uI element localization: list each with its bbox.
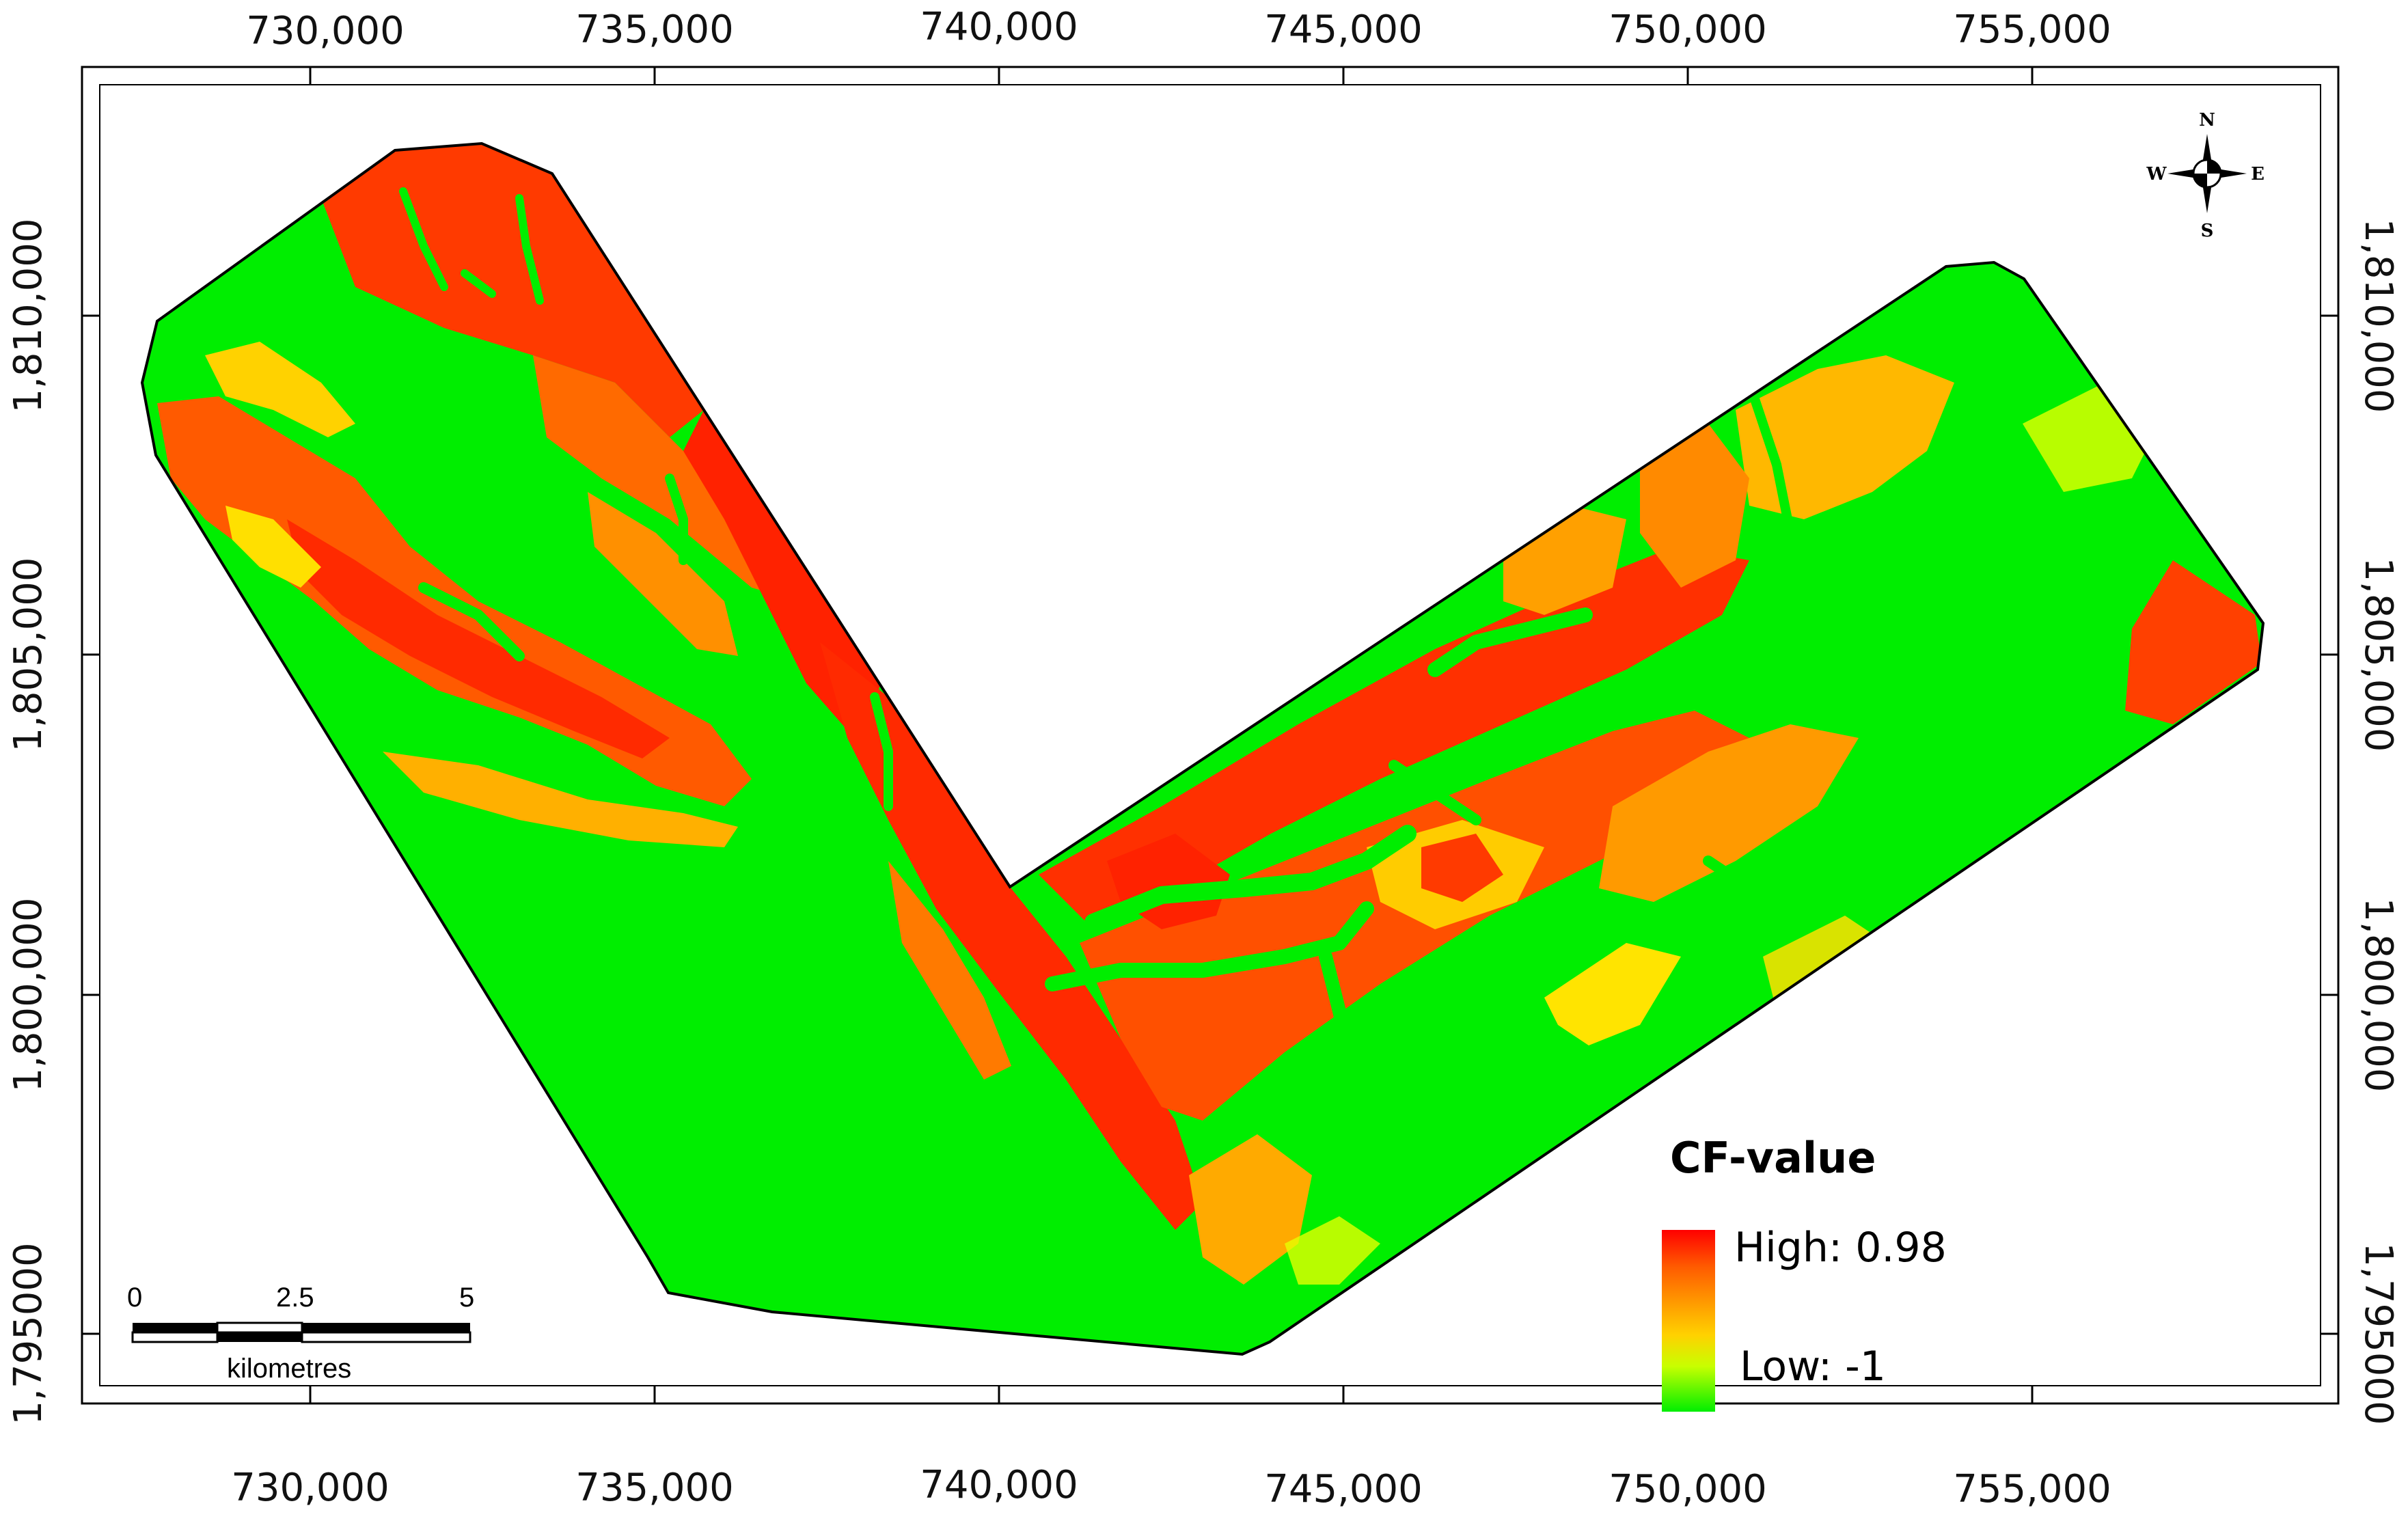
x-tick-top: 735,000 — [575, 8, 734, 52]
x-tick-bottom: 735,000 — [575, 1466, 734, 1510]
y-tick-right: 1,800,000 — [2356, 897, 2400, 1092]
x-axis-top-labels: 730,000 735,000 740,000 745,000 750,000 … — [246, 5, 2111, 53]
west-label: W — [2146, 164, 2167, 184]
x-axis-bottom-labels: 730,000 735,000 740,000 745,000 750,000 … — [231, 1463, 2111, 1511]
y-tick-right: 1,795000 — [2356, 1242, 2400, 1425]
scale-segment — [301, 1331, 471, 1343]
study-area-boundary — [140, 141, 2265, 1356]
y-tick-left: 1,795000 — [6, 1242, 51, 1425]
legend-high-label: High: 0.98 — [1734, 1224, 1947, 1272]
mid-cf-zone — [588, 492, 738, 656]
high-cf-zone — [1039, 547, 1749, 929]
transition-zone — [1285, 1216, 1380, 1285]
y-axis-left-labels: 1,810,000 1,805,000 1,800,000 1,795000 — [6, 218, 51, 1425]
mid-cf-zone — [225, 506, 321, 588]
y-tick-left: 1,800,000 — [6, 897, 51, 1092]
mid-cf-zone — [1736, 355, 1954, 519]
high-cf-zone — [1421, 834, 1503, 902]
south-label: S — [2201, 221, 2214, 241]
x-tick-top: 730,000 — [246, 9, 405, 53]
legend-low-label: Low: -1 — [1740, 1343, 1886, 1390]
mid-cf-zone — [1599, 724, 1859, 902]
frame-ticks — [82, 67, 2338, 1403]
scale-segment — [216, 1321, 303, 1334]
high-cf-zone — [287, 519, 670, 758]
mid-cf-zone — [1189, 1134, 1312, 1285]
x-tick-top: 750,000 — [1609, 8, 1767, 52]
mid-cf-zone — [1544, 943, 1681, 1052]
x-tick-bottom: 745,000 — [1264, 1467, 1423, 1511]
compass-rose-icon — [2167, 134, 2247, 213]
mid-cf-zone — [383, 752, 738, 847]
x-tick-bottom: 755,000 — [1953, 1467, 2111, 1511]
x-tick-top: 755,000 — [1953, 8, 2111, 52]
mid-cf-zone — [205, 342, 355, 437]
scale-bar: 0 2.5 5 kilometres — [127, 1283, 474, 1384]
scale-label: 5 — [459, 1283, 474, 1313]
x-tick-top: 740,000 — [920, 5, 1078, 49]
scale-segment — [302, 1323, 470, 1332]
legend-title: CF-value — [1670, 1133, 1876, 1183]
scale-segment — [133, 1323, 217, 1332]
y-axis-right-labels: 1,810,000 1,805,000 1,800,000 1,795000 — [2356, 218, 2400, 1425]
scale-unit: kilometres — [227, 1354, 351, 1384]
mid-cf-zone — [1640, 424, 1749, 588]
low-cf-zone — [1490, 1025, 1599, 1121]
y-tick-left: 1,810,000 — [6, 218, 51, 413]
y-tick-left: 1,805,000 — [6, 557, 51, 752]
x-tick-bottom: 750,000 — [1609, 1467, 1767, 1511]
east-label: E — [2251, 164, 2265, 184]
x-tick-top: 745,000 — [1264, 8, 1423, 52]
mid-cf-zone — [888, 861, 1011, 1080]
scale-label: 2.5 — [276, 1283, 314, 1313]
north-label: N — [2199, 110, 2215, 131]
low-cf-zone — [1845, 519, 2050, 724]
high-cf-zone — [2125, 560, 2262, 724]
y-tick-right: 1,810,000 — [2356, 218, 2400, 413]
scale-label: 0 — [127, 1283, 142, 1313]
y-tick-right: 1,805,000 — [2356, 557, 2400, 752]
north-arrow: N S E W — [2146, 110, 2265, 241]
scale-segment — [131, 1331, 219, 1343]
low-cf-zone — [1900, 765, 2009, 847]
x-tick-bottom: 730,000 — [231, 1466, 389, 1510]
legend-color-ramp — [1662, 1230, 1715, 1412]
high-cf-zone — [820, 642, 1203, 1230]
scale-segment — [217, 1332, 302, 1342]
legend: CF-value High: 0.98 Low: -1 — [1662, 1133, 1947, 1412]
x-tick-bottom: 740,000 — [920, 1463, 1078, 1507]
